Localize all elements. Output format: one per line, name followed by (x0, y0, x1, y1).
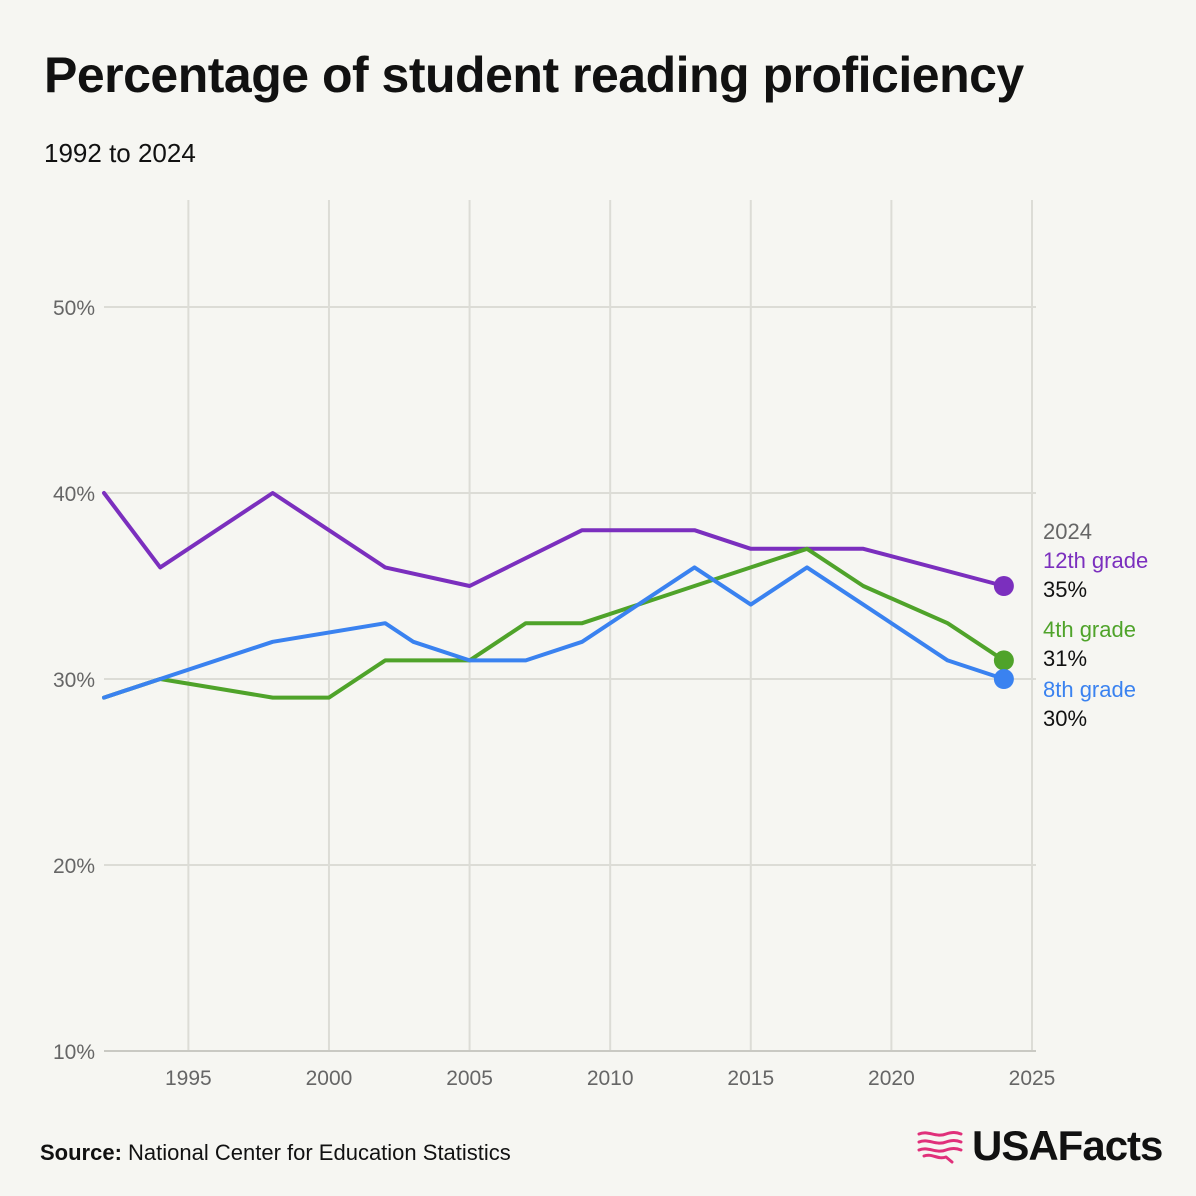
end-label-value-4th-grade: 31% (1043, 646, 1087, 671)
source-note: Source: National Center for Education St… (40, 1140, 511, 1166)
x-tick-label-2020: 2020 (868, 1067, 915, 1090)
series-line-8th-grade (102, 565, 1006, 700)
end-label-name-12th-grade: 12th grade (1043, 548, 1148, 573)
y-tick-label-20: 20% (53, 855, 95, 878)
x-tick-label-2010: 2010 (587, 1067, 634, 1090)
series-lines (102, 491, 1014, 700)
end-label-year: 2024 (1043, 519, 1092, 544)
y-tick-label-30: 30% (53, 669, 95, 692)
grid-lines (104, 200, 1036, 1052)
x-tick-label-2025: 2025 (1009, 1067, 1056, 1090)
brand-name: USAFacts (972, 1122, 1163, 1169)
x-tick-label-2005: 2005 (446, 1067, 493, 1090)
series-line-4th-grade (102, 546, 1006, 700)
x-tick-label-1995: 1995 (165, 1067, 212, 1090)
end-label-value-12th-grade: 35% (1043, 577, 1087, 602)
end-label-name-4th-grade: 4th grade (1043, 617, 1136, 642)
y-tick-label-40: 40% (53, 483, 95, 506)
x-tick-label-2000: 2000 (306, 1067, 353, 1090)
end-point-4th-grade (993, 650, 1014, 671)
line-chart: 2024 12th grade 35% 4th grade 31% 8th grade 30… (53, 200, 1148, 1090)
usafacts-logo: USAFacts (916, 1122, 1163, 1170)
end-label-name-8th-grade: 8th grade (1043, 677, 1136, 702)
chart-subtitle: 1992 to 2024 (44, 138, 196, 168)
end-label-value-8th-grade: 30% (1043, 706, 1087, 731)
flag-map-icon (917, 1131, 963, 1164)
y-tick-label-50: 50% (53, 297, 95, 320)
end-labels: 2024 12th grade 35% 4th grade 31% 8th grade 30… (1043, 519, 1148, 731)
x-tick-label-2015: 2015 (727, 1067, 774, 1090)
end-point-8th-grade (993, 669, 1014, 689)
source-label: Source: (40, 1140, 122, 1165)
end-point-12th-grade (993, 576, 1014, 596)
source-text: National Center for Education Statistics (128, 1140, 511, 1165)
axis-ticks: 1995 2000 2005 2010 2015 2020 2025 10% 20% 30% 40%… (53, 297, 1055, 1090)
y-tick-label-10: 10% (53, 1041, 95, 1064)
chart-title: Percentage of student reading proficienc… (44, 47, 1024, 103)
series-line-12th-grade (102, 491, 1006, 588)
